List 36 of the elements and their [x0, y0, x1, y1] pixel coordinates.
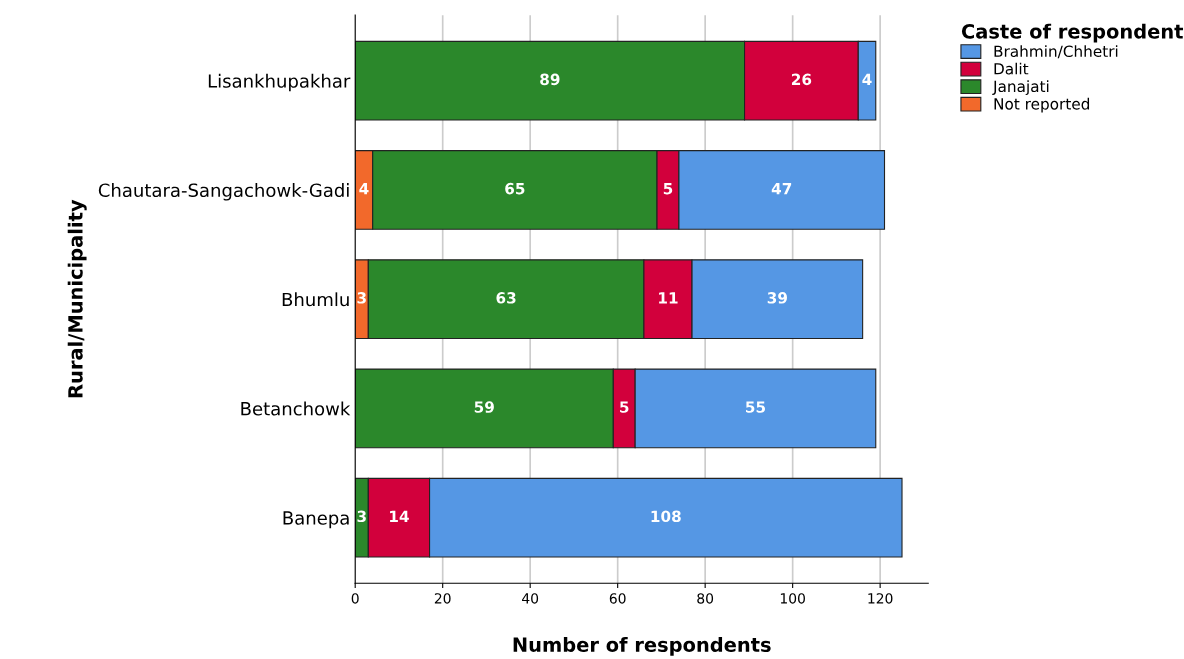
- x-tick-label: 0: [351, 593, 359, 604]
- legend-label: Dalit: [994, 62, 1029, 75]
- x-tick-label: 60: [609, 593, 626, 604]
- data-label: 39: [767, 292, 787, 304]
- legend-label: Janajati: [992, 80, 1049, 96]
- x-axis-title: Number of respondents: [513, 636, 771, 656]
- data-label: 108: [651, 510, 681, 523]
- data-label: 89: [540, 73, 560, 86]
- data-label: 14: [390, 510, 409, 522]
- data-label: 3: [357, 292, 366, 304]
- data-label: 55: [746, 401, 766, 413]
- y-axis-title: Rural/Municipality: [67, 199, 87, 398]
- y-tick-label: Bhumlu: [282, 292, 349, 307]
- data-label: 65: [505, 182, 525, 195]
- legend-label: Not reported: [994, 97, 1090, 113]
- data-label: 4: [359, 183, 369, 195]
- data-label: 5: [663, 183, 673, 195]
- data-label: 26: [791, 73, 812, 86]
- data-label: 11: [659, 292, 678, 304]
- x-tick-label: 120: [868, 593, 893, 604]
- data-label: 5: [620, 401, 629, 413]
- data-label: 47: [771, 183, 792, 195]
- x-tick-label: 40: [522, 593, 539, 604]
- data-label: 3: [357, 510, 366, 523]
- legend-title: Caste of respondent: [961, 23, 1184, 43]
- data-label: 4: [862, 73, 872, 85]
- legend-label: Brahmin/Chhetri: [994, 45, 1118, 59]
- x-tick-label: 100: [780, 593, 805, 604]
- data-label: 59: [474, 401, 494, 413]
- y-tick-label: Betanchowk: [241, 401, 351, 416]
- y-tick-label: Lisankhupakhar: [208, 73, 351, 92]
- x-tick-label: 80: [697, 593, 714, 604]
- x-tick-label: 20: [434, 593, 451, 604]
- data-label: 63: [496, 292, 516, 304]
- y-tick-label: Banepa: [283, 511, 349, 529]
- y-tick-label: Chautara-Sangachowk-Gadi: [98, 183, 349, 201]
